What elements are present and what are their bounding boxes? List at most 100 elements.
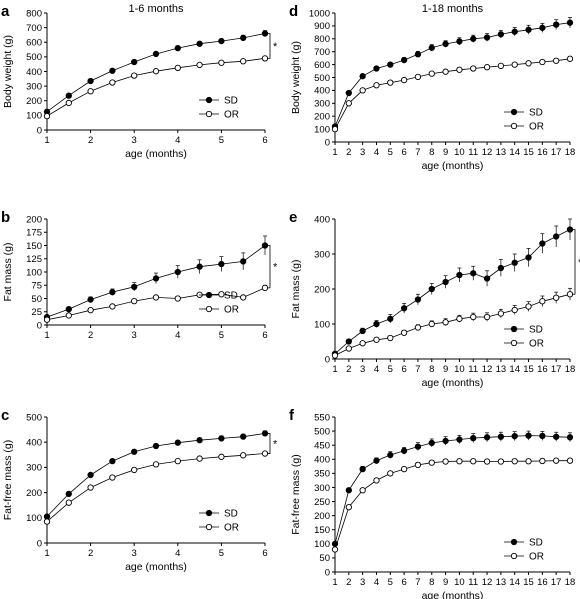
x-tick-label: 6 — [262, 548, 267, 559]
significance-marker: * — [578, 257, 580, 269]
x-tick-label: 1 — [44, 135, 49, 146]
data-point — [218, 37, 225, 45]
x-axis-title: age (months) — [422, 160, 484, 172]
y-tick-label: 50 — [31, 294, 42, 305]
y-tick-label: 200 — [314, 284, 330, 295]
panel-a: a 1-6 months 0 100 200 300 400 500 600 700 800 1 2 3 4… — [1, 3, 278, 160]
data-point — [152, 275, 160, 282]
series-or — [43, 55, 269, 120]
legend-label: OR — [224, 110, 239, 121]
y-tick-label: 0 — [325, 137, 330, 148]
data-point — [483, 34, 491, 41]
data-point — [152, 461, 160, 468]
x-tick-label: 8 — [429, 577, 434, 588]
panel-letter: e — [289, 209, 297, 226]
data-point — [152, 442, 160, 450]
data-point — [511, 259, 518, 266]
data-point — [345, 504, 352, 511]
data-point — [566, 291, 574, 298]
data-point — [442, 40, 449, 48]
data-point — [566, 457, 574, 464]
significance-bracket — [267, 432, 271, 454]
y-axis-title: Body weight (g) — [2, 35, 14, 108]
data-point — [218, 453, 225, 460]
data-point — [196, 61, 203, 69]
x-tick-label: 16 — [537, 364, 548, 375]
panel-letter: b — [1, 209, 10, 226]
data-point — [109, 79, 116, 86]
data-point — [359, 340, 366, 347]
data-point — [566, 434, 574, 441]
y-tick-label: 500 — [314, 426, 330, 437]
x-tick-label: 9 — [443, 364, 448, 375]
data-point — [109, 457, 116, 465]
x-tick-label: 2 — [346, 577, 351, 588]
legend-label: SD — [529, 108, 543, 119]
x-tick-label: 18 — [565, 147, 576, 158]
x-tick-label: 4 — [175, 330, 180, 341]
x-tick-label: 7 — [415, 147, 420, 158]
legend-marker — [205, 96, 213, 104]
panel-c: c 0 100 200 300 400 500 1 2 3 4 5 6 age (months) Fat-f… — [1, 407, 278, 573]
data-point — [525, 254, 532, 261]
y-tick-label: 200 — [314, 511, 330, 522]
data-point — [553, 57, 560, 64]
x-tick-label: 16 — [537, 577, 548, 588]
x-tick-label: 8 — [429, 147, 434, 158]
data-point — [497, 458, 505, 465]
y-tick-label: 125 — [26, 254, 42, 265]
data-point — [174, 439, 181, 446]
data-point — [539, 432, 546, 440]
data-point — [456, 271, 463, 279]
y-axis-title: Fat mass (g) — [290, 260, 302, 319]
y-axis-title: Fat-free mass (g) — [2, 440, 14, 521]
y-tick-label: 100 — [26, 111, 42, 122]
x-tick-label: 14 — [509, 147, 520, 158]
legend-marker — [510, 108, 518, 116]
x-tick-label: 12 — [482, 364, 493, 375]
data-point — [174, 268, 181, 276]
legend-marker — [205, 523, 213, 531]
data-point — [331, 546, 339, 553]
series-sd — [43, 235, 269, 321]
y-tick-label: 700 — [26, 23, 42, 34]
data-point — [387, 61, 394, 68]
x-tick-label: 1 — [332, 147, 337, 158]
data-point — [539, 457, 546, 465]
data-point — [152, 50, 160, 58]
x-tick-label: 4 — [175, 548, 180, 559]
data-point — [43, 112, 51, 120]
x-tick-label: 5 — [388, 147, 393, 158]
x-tick-label: 5 — [388, 364, 393, 375]
y-tick-label: 175 — [26, 228, 42, 239]
legend-label: OR — [224, 305, 239, 316]
x-tick-label: 17 — [551, 577, 562, 588]
data-point — [428, 320, 435, 328]
data-point — [218, 291, 225, 298]
x-tick-label: 1 — [332, 577, 337, 588]
data-point — [240, 58, 247, 65]
x-tick-label: 12 — [482, 577, 493, 588]
legend-label: SD — [224, 291, 238, 302]
data-point — [456, 436, 463, 443]
data-point — [442, 437, 449, 445]
x-tick-label: 14 — [509, 364, 520, 375]
data-point — [387, 79, 394, 86]
x-tick-label: 4 — [374, 147, 379, 158]
data-point — [373, 477, 380, 484]
x-tick-label: 11 — [468, 147, 478, 158]
significance-bracket — [267, 245, 271, 289]
legend-marker — [205, 291, 213, 299]
legend-marker — [510, 325, 518, 333]
significance-marker: * — [273, 262, 278, 274]
data-point — [511, 458, 518, 465]
y-tick-label: 400 — [314, 455, 330, 466]
y-tick-label: 100 — [26, 513, 42, 524]
data-point — [497, 433, 505, 440]
data-point — [428, 439, 435, 447]
data-point — [131, 283, 138, 290]
series-line — [334, 435, 571, 544]
x-tick-label: 1 — [44, 330, 49, 341]
